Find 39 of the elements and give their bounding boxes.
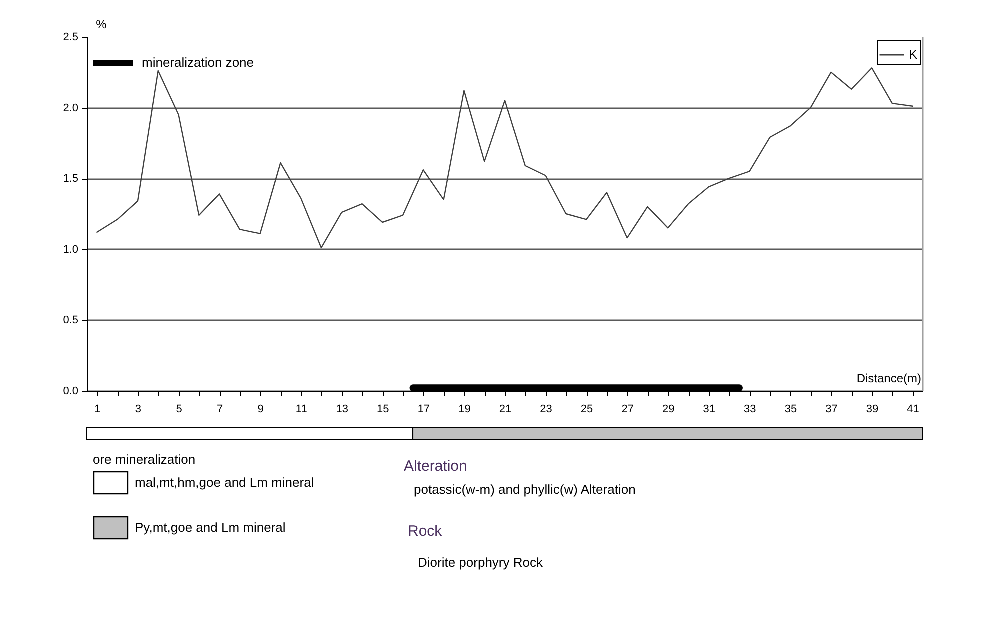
y-tick-label: 0.0: [63, 386, 78, 398]
x-tick-label: 11: [296, 404, 308, 416]
y-axis-title: %: [96, 18, 108, 32]
x-tick-label: 29: [662, 404, 675, 416]
x-tick-label: 3: [135, 404, 142, 416]
x-tick-label: 27: [622, 404, 634, 416]
text: Rock: [408, 523, 443, 540]
y-tick-label: 2.5: [63, 32, 78, 44]
x-tick-label: 25: [580, 404, 594, 416]
legend-label: mineralization zone: [142, 55, 254, 70]
legend-label: Py,mt,goe and Lm mineral: [135, 520, 286, 535]
x-tick-label: 5: [176, 404, 182, 416]
text: Diorite porphyry Rock: [418, 555, 544, 570]
text: potassic(w-m) and phyllic(w) Alteration: [414, 482, 636, 497]
y-tick-label: 2.0: [63, 102, 78, 114]
x-tick-label: 23: [540, 404, 552, 416]
x-tick-label: 17: [418, 404, 430, 416]
x-tick-label: 21: [499, 404, 512, 416]
x-tick-label: 31: [703, 404, 716, 416]
x-axis-title: Distance(m): [856, 372, 922, 386]
text: Alteration: [404, 458, 468, 475]
line-series: [96, 68, 914, 249]
x-tick-label: 13: [336, 404, 349, 416]
x-tick-label: 37: [826, 404, 838, 416]
x-tick-label: 39: [866, 404, 879, 416]
legend-title: ore mineralization: [93, 452, 196, 467]
x-tick-label: 19: [458, 404, 471, 416]
x-tick-label: 7: [216, 404, 224, 416]
y-tick-label: 0.5: [63, 314, 78, 327]
y-tick-label: 1.0: [63, 244, 78, 256]
x-tick-label: 1: [94, 404, 101, 416]
x-tick-label: 41: [907, 404, 920, 416]
y-tick-label: 1.5: [63, 173, 78, 186]
legend-label: mal,mt,hm,goe and Lm mineral: [135, 475, 314, 490]
x-tick-label: 15: [377, 404, 390, 416]
x-tick-label: 35: [784, 404, 798, 416]
x-tick-label: 9: [258, 404, 264, 416]
legend-label: K: [909, 47, 918, 62]
x-tick-label: 33: [744, 404, 756, 416]
